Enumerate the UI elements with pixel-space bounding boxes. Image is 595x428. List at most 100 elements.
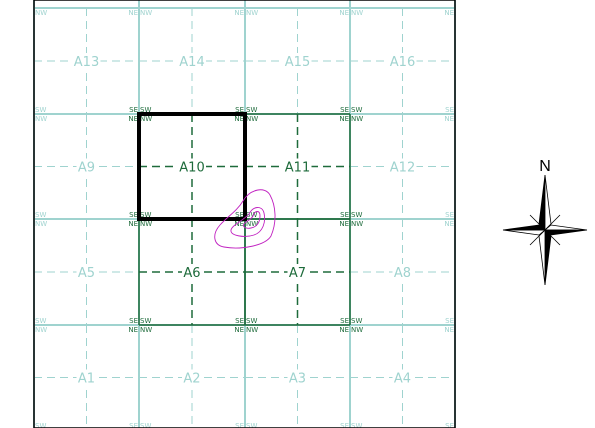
corner-label-nw: NW — [351, 220, 363, 228]
corner-label-sw: SW — [140, 317, 151, 325]
corner-label-nw: NW — [351, 326, 363, 334]
corner-label-nw: NW — [351, 9, 363, 17]
corner-label-se: SE — [235, 317, 244, 325]
corner-label-ne: NE — [234, 115, 244, 123]
cell-label-background — [287, 264, 308, 280]
corner-label-sw: SW — [351, 106, 362, 114]
corner-label-nw: NW — [140, 326, 152, 334]
corner-label-ne: NE — [128, 326, 138, 334]
corner-label-ne: NE — [234, 220, 244, 228]
corner-label-se: SE — [445, 422, 454, 428]
corner-label-ne: NE — [444, 326, 454, 334]
corner-label-ne: NE — [128, 115, 138, 123]
corner-label-sw: SW — [35, 422, 46, 428]
corner-label-se: SE — [445, 106, 454, 114]
cell-label-background — [182, 264, 202, 280]
compass-north-label: N — [539, 158, 551, 175]
cell-label[interactable]: A8 — [394, 266, 411, 281]
cell-label-background — [283, 158, 312, 175]
corner-label-nw: NW — [246, 220, 258, 228]
cell-label[interactable]: A11 — [285, 161, 310, 176]
cell-label[interactable]: A6 — [183, 266, 200, 281]
cell-label-background — [178, 158, 206, 175]
corner-label-nw: NW — [351, 115, 363, 123]
corner-label-nw: NW — [140, 220, 152, 228]
corner-label-se: SE — [235, 211, 244, 219]
cell-label-background — [76, 369, 97, 386]
corner-label-nw: NW — [35, 9, 47, 17]
cell-label-background — [388, 53, 417, 69]
cell-label[interactable]: A7 — [289, 266, 306, 281]
cell-label[interactable]: A3 — [289, 372, 306, 387]
cell-label[interactable]: A13 — [74, 55, 99, 70]
map-frame — [33, 0, 456, 428]
cell-label-background — [388, 158, 417, 175]
corner-label-ne: NE — [339, 115, 349, 123]
cell-label[interactable]: A1 — [78, 372, 95, 387]
cell-label-background — [287, 369, 308, 386]
cell-label[interactable]: A12 — [390, 161, 415, 176]
corner-label-ne: NE — [339, 9, 349, 17]
cell-label[interactable]: A14 — [179, 55, 204, 70]
corner-label-ne: NE — [444, 9, 454, 17]
corner-label-se: SE — [129, 106, 138, 114]
corner-label-ne: NE — [234, 326, 244, 334]
contour-plot — [214, 189, 276, 249]
corner-label-nw: NW — [246, 115, 258, 123]
corner-label-ne: NE — [339, 220, 349, 228]
corner-label-se: SE — [340, 317, 349, 325]
corner-label-ne: NE — [128, 9, 138, 17]
corner-label-se: SE — [235, 422, 244, 428]
corner-label-nw: NW — [246, 326, 258, 334]
corner-label-sw: SW — [246, 422, 257, 428]
corner-label-se: SE — [129, 211, 138, 219]
corner-label-se: SE — [340, 211, 349, 219]
corner-label-nw: NW — [246, 9, 258, 17]
corner-label-sw: SW — [351, 211, 362, 219]
corner-label-ne: NE — [444, 220, 454, 228]
cell-label[interactable]: A2 — [183, 372, 200, 387]
corner-label-sw: SW — [140, 422, 151, 428]
corner-label-se: SE — [340, 422, 349, 428]
corner-label-se: SE — [445, 317, 454, 325]
corner-label-sw: SW — [351, 422, 362, 428]
corner-label-se: SE — [129, 422, 138, 428]
contour-inner — [243, 211, 261, 229]
cell-label[interactable]: A16 — [390, 55, 415, 70]
corner-label-sw: SW — [246, 317, 257, 325]
compass-rose-icon: N — [502, 158, 588, 286]
cell-label[interactable]: A10 — [179, 161, 204, 176]
corner-label-ne: NE — [444, 115, 454, 123]
contour-outer — [214, 189, 276, 249]
highlighted-cell-outline[interactable] — [137, 112, 247, 221]
corner-label-sw: SW — [140, 211, 151, 219]
corner-label-nw: NW — [35, 326, 47, 334]
cell-label-background — [76, 264, 97, 280]
cell-label-background — [72, 53, 101, 69]
corner-label-nw: NW — [140, 9, 152, 17]
cell-label-background — [392, 369, 413, 386]
corner-label-sw: SW — [35, 211, 46, 219]
cell-label-background — [392, 264, 413, 280]
corner-label-sw: SW — [35, 317, 46, 325]
corner-label-sw: SW — [246, 211, 257, 219]
cell-label-background — [283, 53, 312, 69]
cell-label[interactable]: A9 — [78, 161, 95, 176]
cell-label-background — [76, 158, 97, 175]
corner-label-ne: NE — [128, 220, 138, 228]
corner-label-ne: NE — [339, 326, 349, 334]
corner-label-sw: SW — [35, 106, 46, 114]
corner-label-ne: NE — [234, 9, 244, 17]
corner-label-sw: SW — [140, 106, 151, 114]
corner-label-se: SE — [129, 317, 138, 325]
corner-label-nw: NW — [35, 220, 47, 228]
corner-label-nw: NW — [35, 115, 47, 123]
cell-labels: A13 A14 A15 A16 A9 A10 A11 A12 A5 A6 A7 A8 A1 A2 A3 A4 — [72, 53, 417, 387]
cell-label-background — [178, 53, 206, 69]
cell-label[interactable]: A15 — [285, 55, 310, 70]
cell-label[interactable]: A4 — [394, 372, 411, 387]
corner-label-sw: SW — [246, 106, 257, 114]
cell-label[interactable]: A5 — [78, 266, 95, 281]
